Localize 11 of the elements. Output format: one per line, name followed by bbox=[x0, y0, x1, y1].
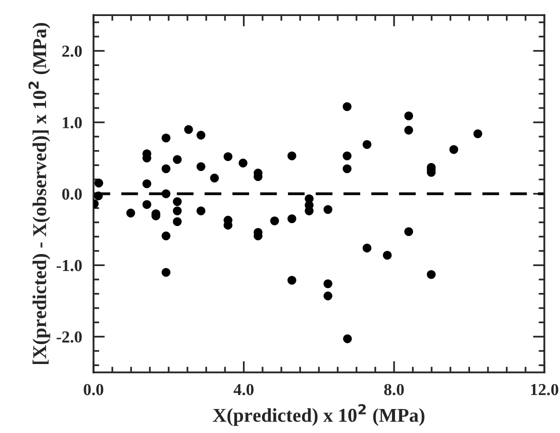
x-tick-label: 12.0 bbox=[531, 384, 558, 396]
y-tick-label: -1.0 bbox=[56, 260, 82, 272]
y-axis-title: [X(predicted) - X(observed)] x 10$^{2}$ (MPa) bbox=[28, 22, 50, 364]
x-tick-label: 0.0 bbox=[84, 384, 104, 396]
x-tick-label: 8.0 bbox=[384, 384, 404, 396]
y-tick-label: -2.0 bbox=[56, 331, 82, 343]
y-tick-label: 0.0 bbox=[62, 188, 82, 200]
x-axis-title: X(predicted) x 10$^{2}$ (MPa) bbox=[212, 404, 424, 426]
y-tick-label: 2.0 bbox=[62, 46, 82, 57]
x-tick-label: 4.0 bbox=[234, 384, 254, 396]
y-tick-label: 1.0 bbox=[62, 117, 82, 128]
